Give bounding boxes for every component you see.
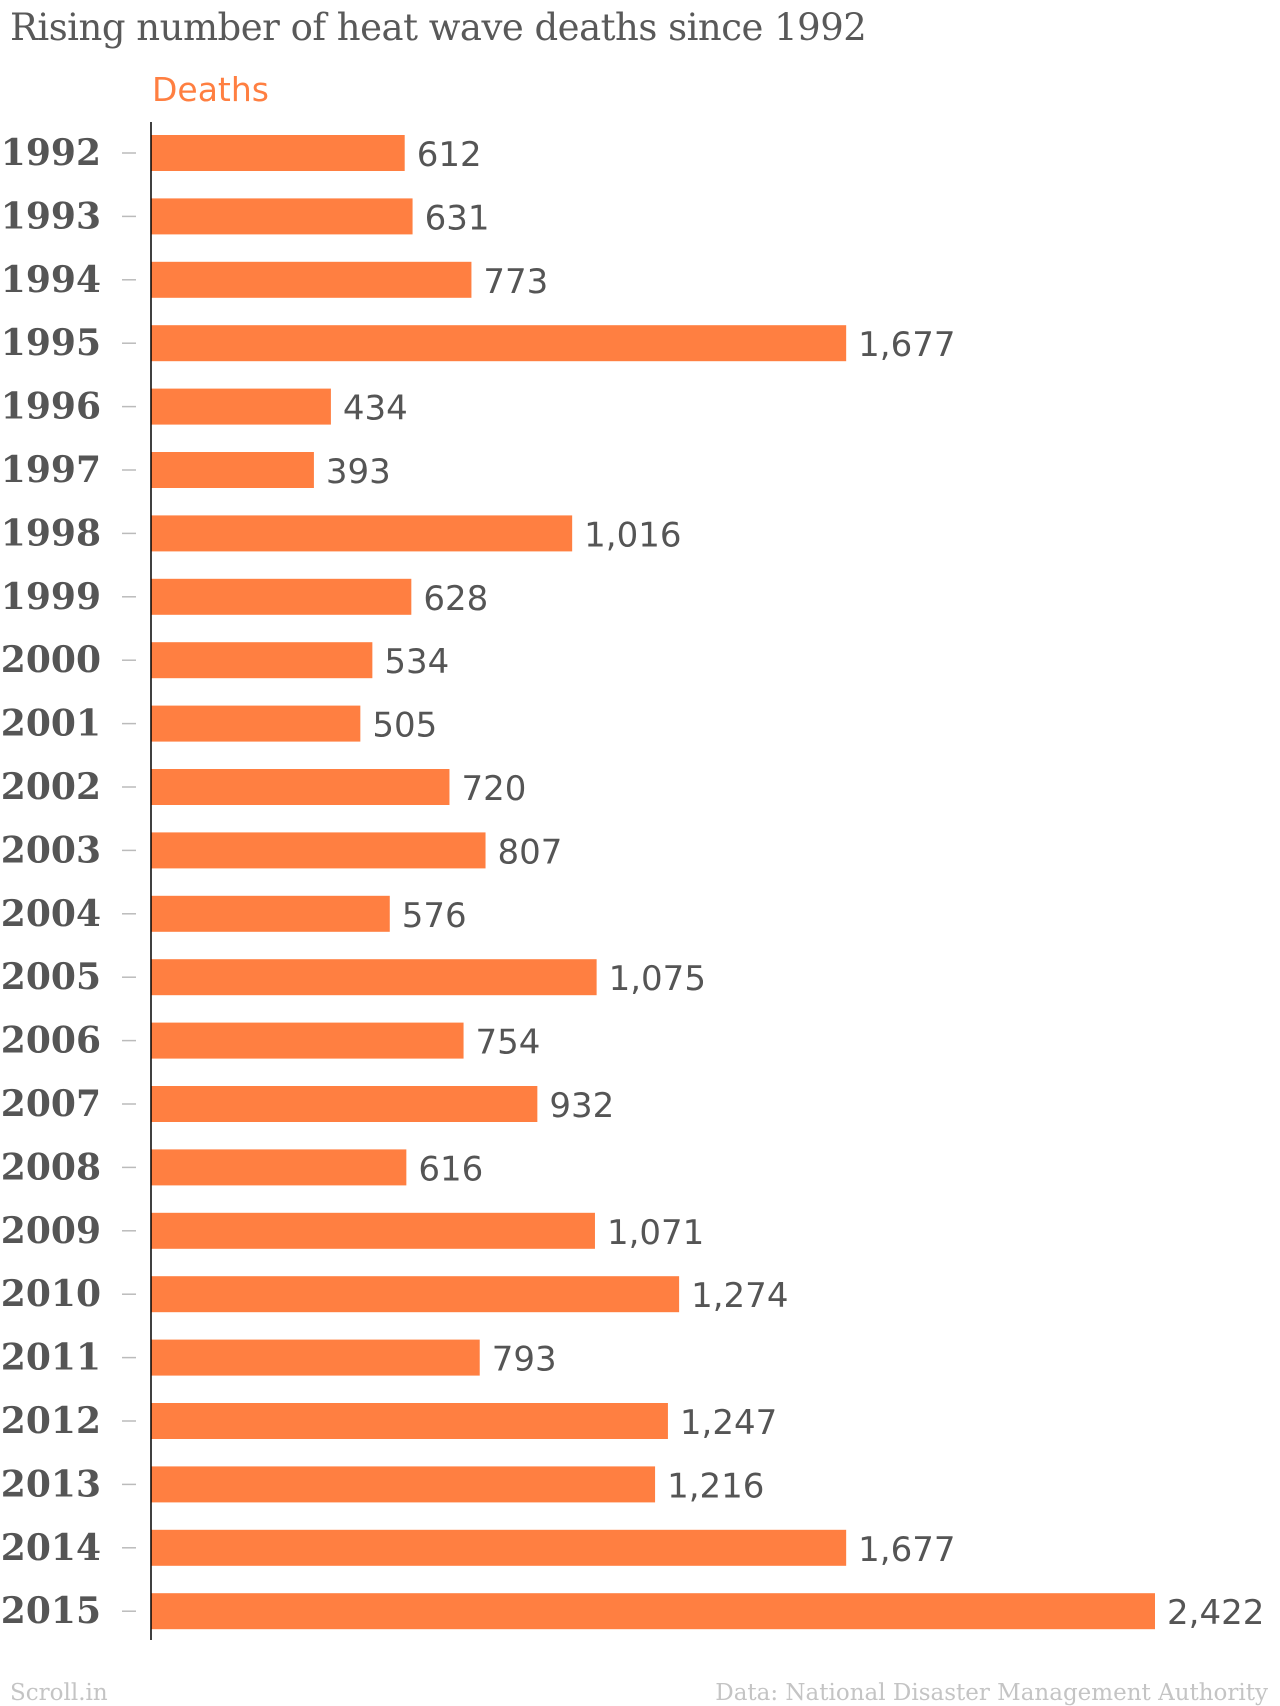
bar (151, 769, 450, 805)
bar (151, 959, 597, 996)
bar (151, 895, 390, 932)
footer-source: Data: National Disaster Management Autho… (715, 1680, 1268, 1706)
data-label: 1,071 (607, 1213, 704, 1253)
data-label: 612 (417, 135, 482, 175)
bar (151, 1086, 538, 1122)
y-tick-label: 1998 (1, 512, 101, 554)
bar (151, 832, 486, 869)
bar (151, 388, 331, 425)
data-label: 628 (423, 579, 488, 619)
y-tick-label: 2007 (1, 1083, 101, 1125)
data-label: 2,422 (1167, 1593, 1264, 1633)
data-label: 576 (402, 896, 467, 936)
bar (151, 1276, 680, 1313)
bar (151, 1403, 668, 1439)
y-tick-label: 2009 (1, 1210, 101, 1252)
y-tick-label: 2013 (1, 1463, 101, 1505)
bar (151, 1022, 464, 1059)
chart-title: Rising number of heat wave deaths since … (10, 6, 867, 49)
data-label: 631 (425, 198, 490, 238)
legend-label: Deaths (152, 70, 269, 109)
data-label: 1,247 (680, 1403, 777, 1443)
bar (151, 1149, 407, 1186)
bar (151, 642, 373, 679)
data-label: 616 (418, 1149, 483, 1189)
y-tick-label: 2008 (1, 1146, 101, 1188)
data-label: 807 (498, 832, 563, 872)
data-label: 932 (549, 1086, 614, 1126)
y-tick-label: 2000 (1, 639, 101, 681)
y-tick-label: 2002 (1, 766, 101, 808)
y-tick-label: 2001 (1, 703, 101, 745)
bar (151, 135, 405, 171)
bar (151, 198, 413, 235)
y-tick-label: 1992 (1, 132, 101, 174)
bar (151, 1212, 595, 1249)
data-label: 773 (483, 262, 548, 302)
y-tick-label: 1993 (1, 195, 101, 237)
y-tick-label: 2014 (1, 1527, 101, 1569)
bar (151, 1466, 656, 1503)
data-label: 534 (384, 642, 449, 682)
data-label: 1,677 (858, 325, 955, 365)
y-tick-label: 2010 (1, 1273, 101, 1315)
data-label: 393 (326, 452, 391, 492)
bar (151, 515, 573, 552)
bar (151, 1593, 1155, 1630)
footer-brand: Scroll.in (10, 1680, 108, 1706)
y-tick-label: 1999 (1, 576, 101, 618)
data-label: 1,677 (858, 1530, 955, 1570)
bar (151, 452, 314, 488)
data-label: 505 (372, 706, 437, 746)
data-label: 1,075 (609, 959, 706, 999)
data-label: 1,216 (667, 1466, 764, 1506)
data-label: 720 (461, 769, 526, 809)
bar (151, 1529, 847, 1566)
y-tick-label: 2004 (1, 893, 101, 935)
y-tick-label: 1994 (1, 259, 101, 301)
y-tick-label: 2011 (1, 1337, 101, 1379)
y-tick-label: 2012 (1, 1400, 101, 1442)
data-label: 754 (476, 1023, 541, 1063)
bar (151, 261, 472, 298)
bar (151, 325, 847, 362)
data-label: 1,274 (691, 1276, 788, 1316)
y-tick-label: 1995 (1, 322, 101, 364)
data-label: 1,016 (584, 515, 681, 555)
bar (151, 578, 412, 615)
y-tick-label: 1997 (1, 449, 101, 491)
y-tick-label: 2003 (1, 829, 101, 871)
data-label: 434 (343, 389, 408, 429)
y-tick-label: 2005 (1, 956, 101, 998)
data-label: 793 (492, 1340, 557, 1380)
y-tick-label: 1996 (1, 386, 101, 428)
y-tick-label: 2006 (1, 1020, 101, 1062)
y-tick-label: 2015 (1, 1590, 101, 1632)
bar (151, 705, 361, 742)
bar (151, 1339, 480, 1376)
